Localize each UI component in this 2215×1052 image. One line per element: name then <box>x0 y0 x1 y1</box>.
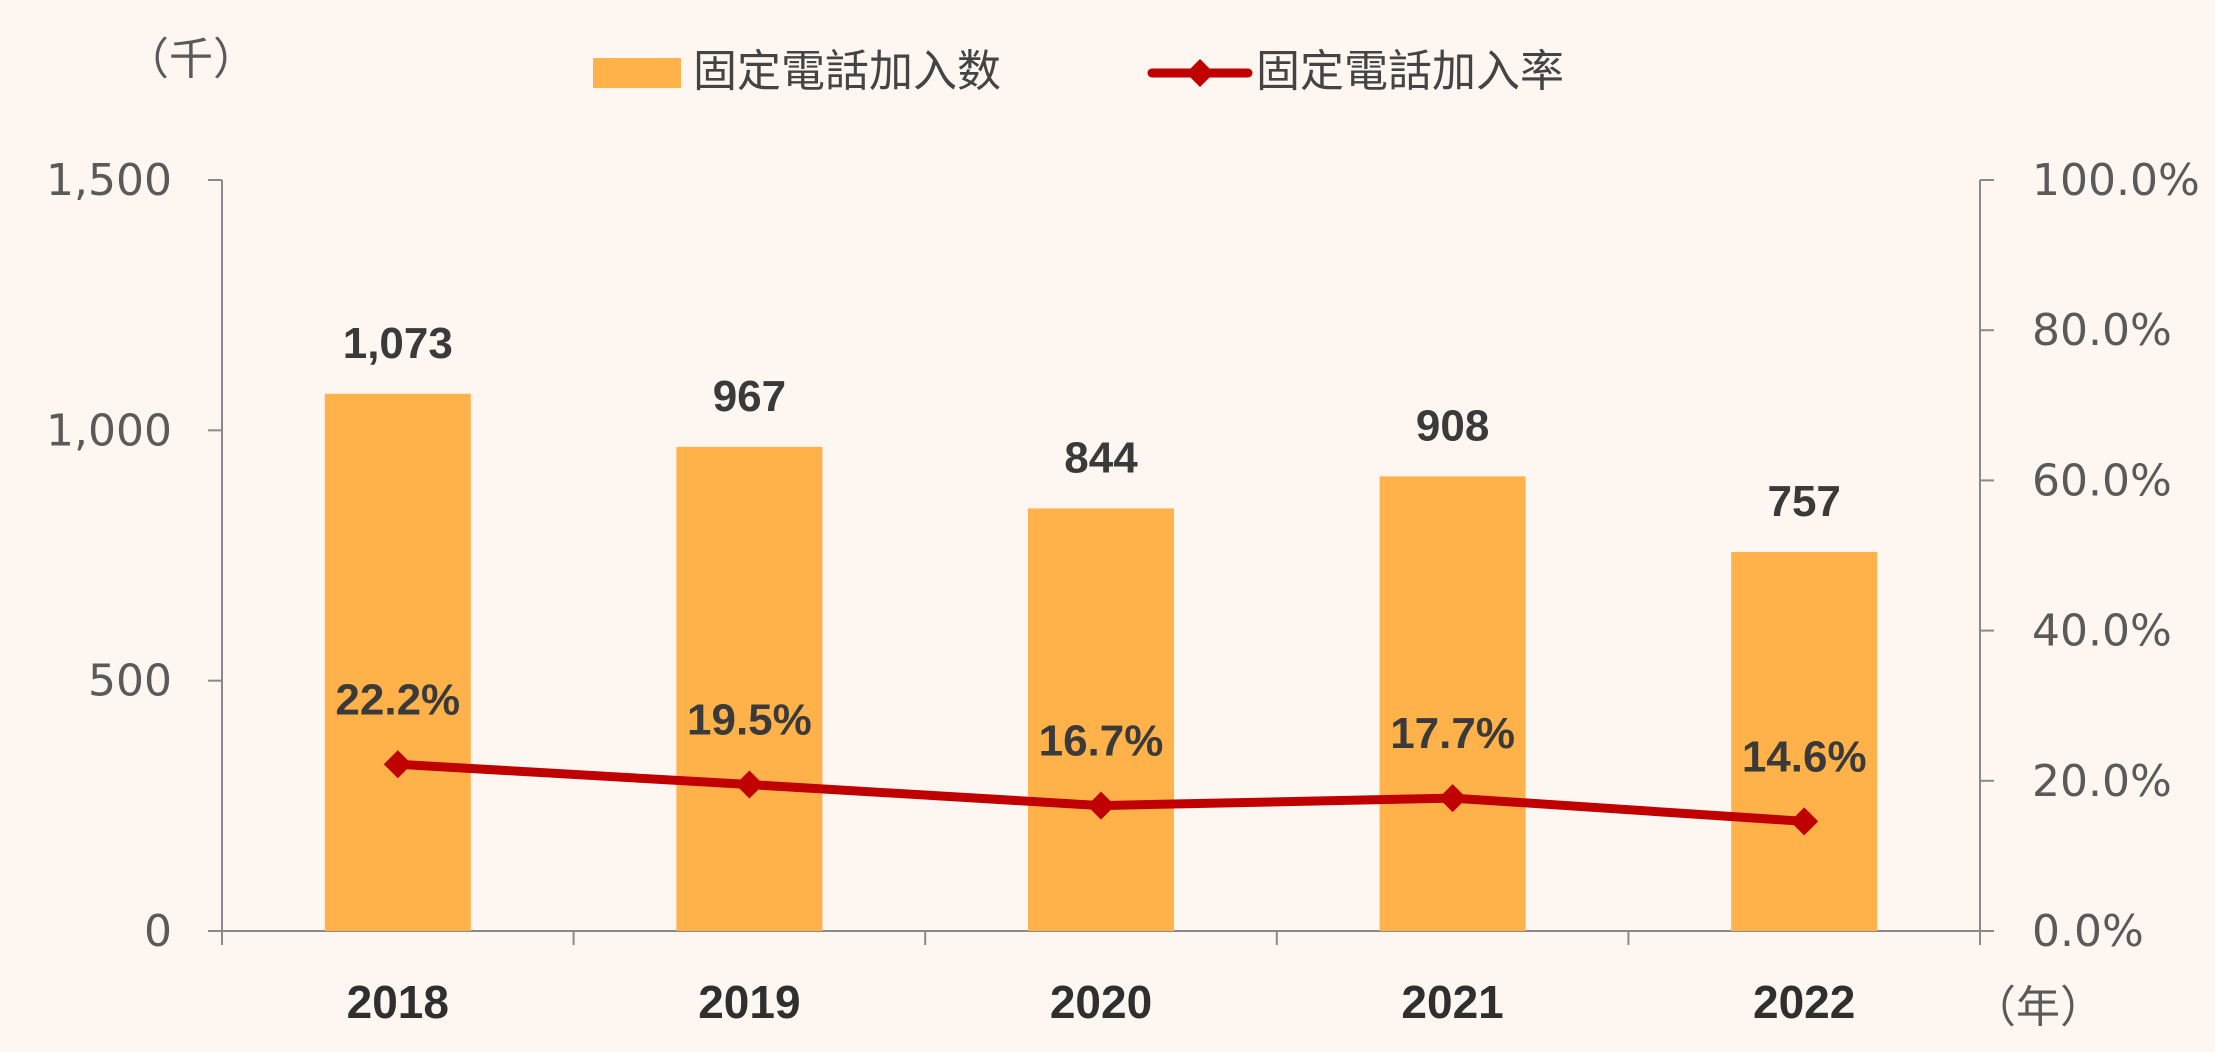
right-axis-tick-label: 60.0% <box>2032 455 2172 506</box>
line-point-marker <box>1790 807 1819 836</box>
legend-diamond-icon <box>1186 59 1214 87</box>
axes: 0 500 1,000 1,500 0.0% 20.0% 40.0% 60.0% 80.0% 10… <box>46 34 2200 1033</box>
right-axis-tick-label: 80.0% <box>2032 305 2172 356</box>
left-axis-tick-label: 500 <box>88 656 172 707</box>
left-axis-tick-label: 1,000 <box>46 405 172 456</box>
line-value-label: 16.7% <box>1039 717 1164 766</box>
right-axis-tick-label: 100.0% <box>2032 155 2200 206</box>
line-point-marker <box>383 750 412 779</box>
legend: 固定電話加入数 固定電話加入率 <box>593 46 1564 97</box>
left-axis-tick-label: 1,500 <box>46 155 172 206</box>
x-axis-tick-label: 2018 <box>347 976 449 1028</box>
bar-series <box>324 393 1878 931</box>
bar-value-labels: 1,073 967 844 908 757 <box>343 319 1841 526</box>
legend-label-line: 固定電話加入率 <box>1256 46 1564 97</box>
right-axis-tick-label: 40.0% <box>2032 606 2172 657</box>
legend-label-bars: 固定電話加入数 <box>693 46 1001 97</box>
bar-value-label: 844 <box>1064 433 1138 482</box>
x-axis-tick-label: 2021 <box>1401 976 1503 1028</box>
bar <box>1028 508 1174 931</box>
right-axis-tick-label: 0.0% <box>2032 906 2144 957</box>
line-value-label: 17.7% <box>1390 709 1515 758</box>
bar <box>1379 476 1526 931</box>
bar-value-label: 967 <box>713 372 786 421</box>
x-axis-tick-label: 2022 <box>1753 976 1855 1028</box>
x-axis-unit: （年） <box>1972 982 2104 1033</box>
line-value-label: 22.2% <box>335 675 460 724</box>
line-point-marker <box>1087 791 1115 820</box>
legend-swatch-bars <box>593 58 681 88</box>
bar <box>1731 551 1878 931</box>
bar-value-label: 908 <box>1416 401 1489 450</box>
x-axis-tick-label: 2020 <box>1050 976 1152 1028</box>
bar <box>324 393 471 931</box>
line-point-marker <box>1438 784 1467 813</box>
left-axis-tick-label: 0 <box>144 906 172 957</box>
x-axis-tick-label: 2019 <box>698 976 800 1028</box>
line-series <box>383 750 1819 836</box>
line-value-label: 14.6% <box>1742 732 1867 781</box>
bar-value-label: 1,073 <box>343 319 453 368</box>
line-value-label: 19.5% <box>687 696 812 745</box>
right-axis-tick-label: 20.0% <box>2032 756 2172 807</box>
bar-value-label: 757 <box>1767 477 1840 526</box>
left-axis-unit: （千） <box>125 34 257 85</box>
line-point-marker <box>735 770 764 799</box>
line-value-labels: 22.2% 19.5% 16.7% 17.7% 14.6% <box>335 675 1866 781</box>
bar <box>676 446 823 931</box>
